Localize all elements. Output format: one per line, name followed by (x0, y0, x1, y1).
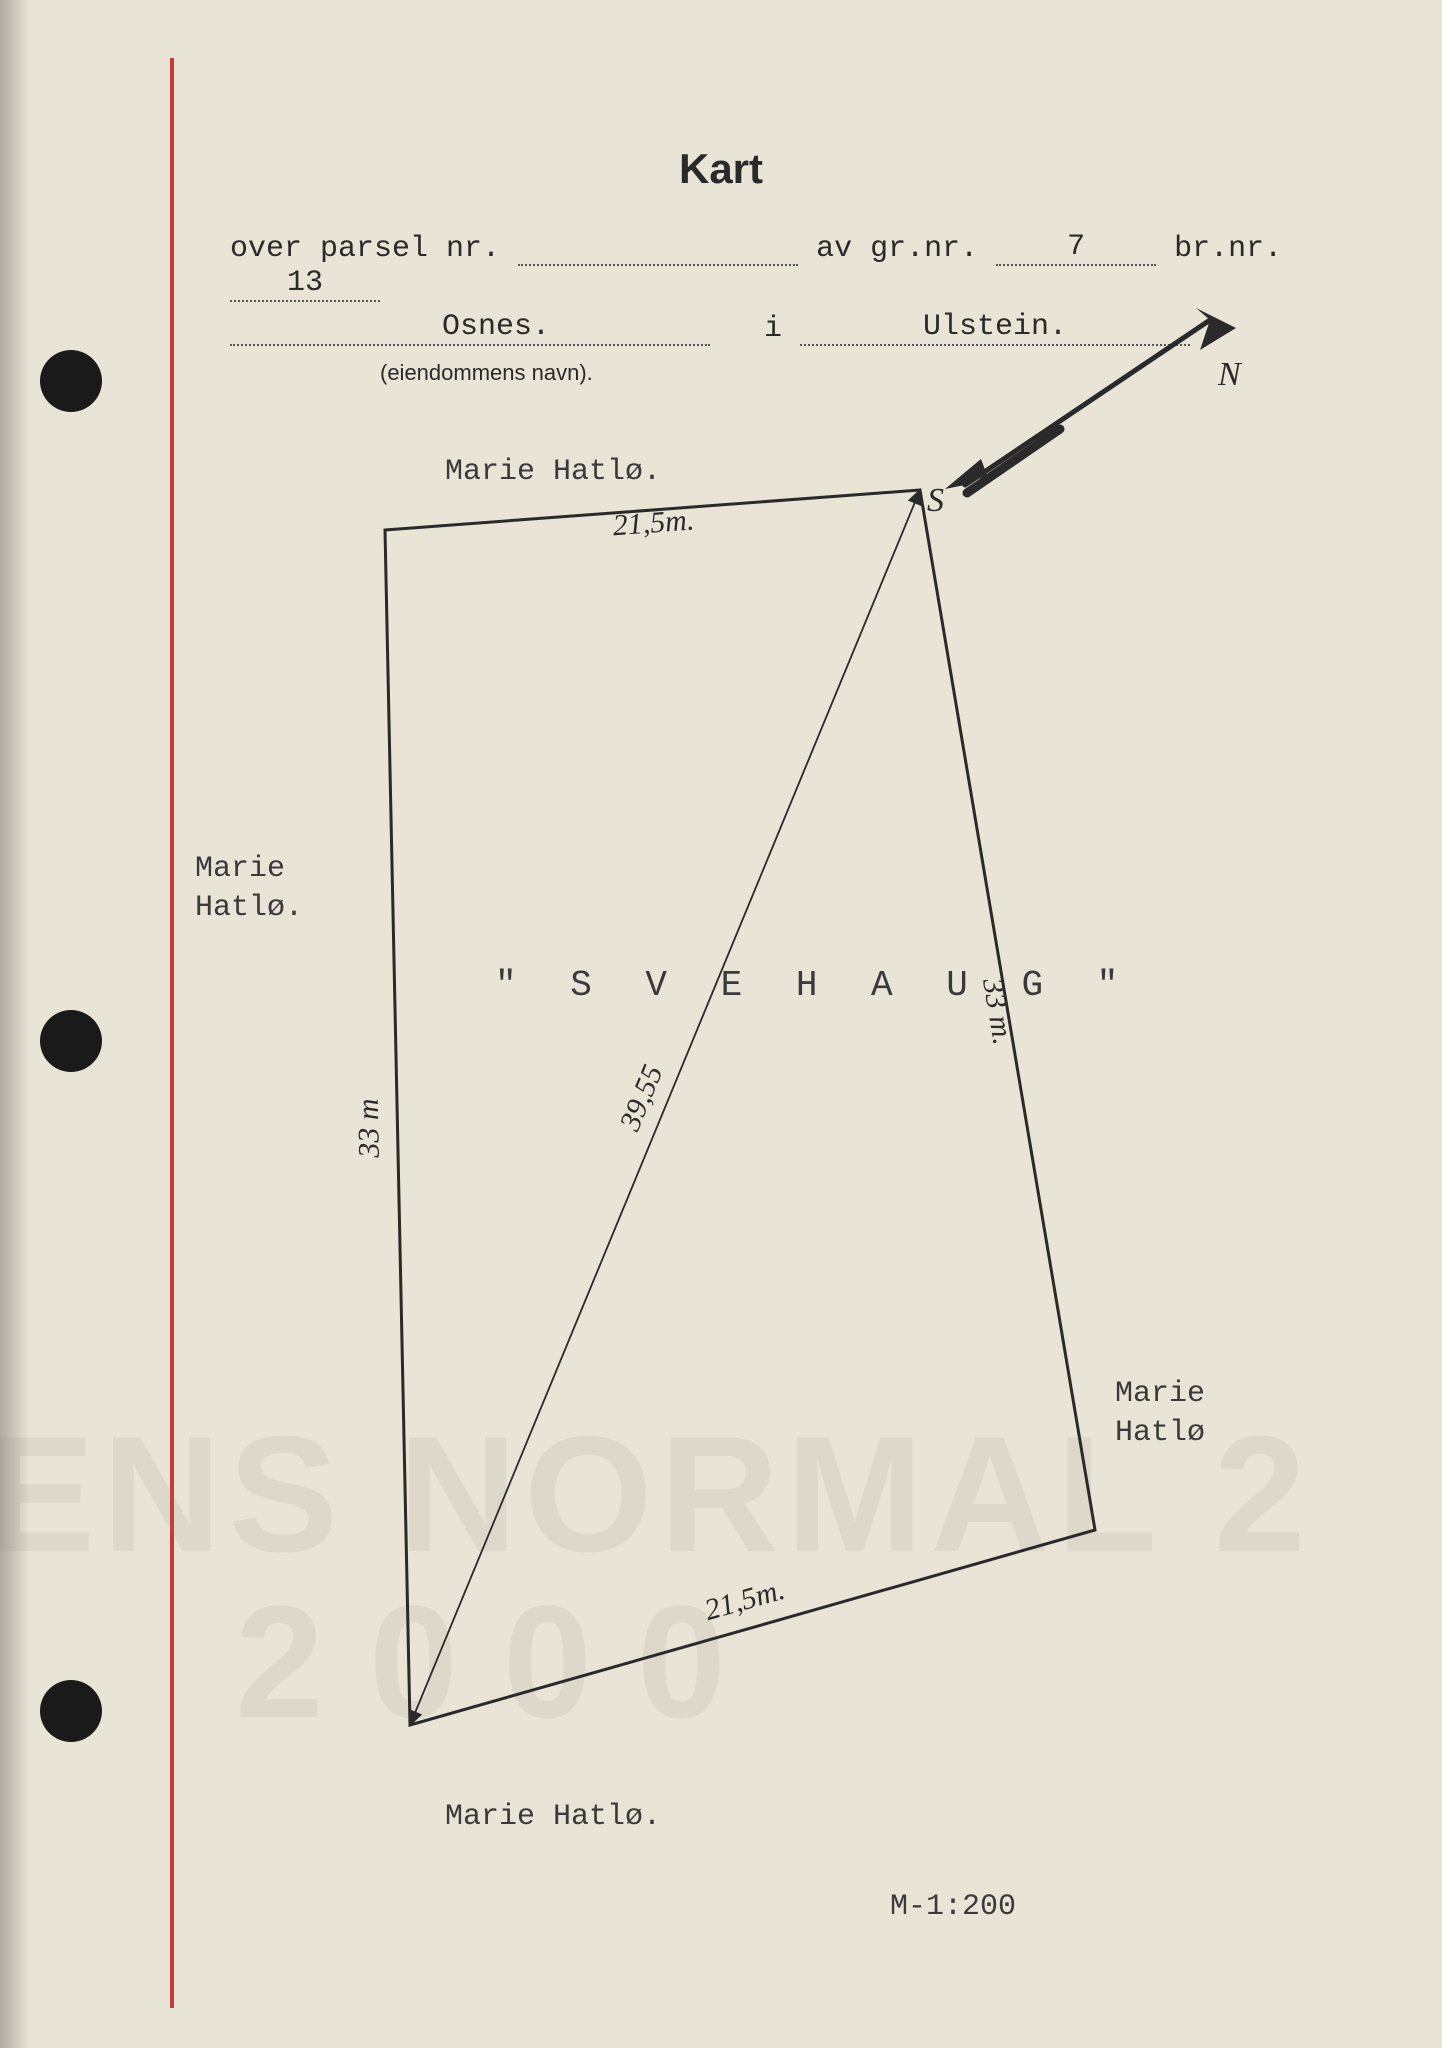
svg-text:N: N (1217, 356, 1243, 393)
svg-text:S: S (927, 482, 944, 519)
svg-text:21,5m.: 21,5m. (612, 503, 696, 542)
parcel-diagram: 21,5m. 21,5m. 33 m 33 m. 39,55 N S (0, 0, 1442, 2048)
svg-text:33 m.: 33 m. (976, 975, 1020, 1047)
svg-text:39,55: 39,55 (613, 1060, 670, 1136)
svg-text:21,5m.: 21,5m. (701, 1573, 789, 1627)
svg-text:33 m: 33 m (352, 1098, 386, 1159)
